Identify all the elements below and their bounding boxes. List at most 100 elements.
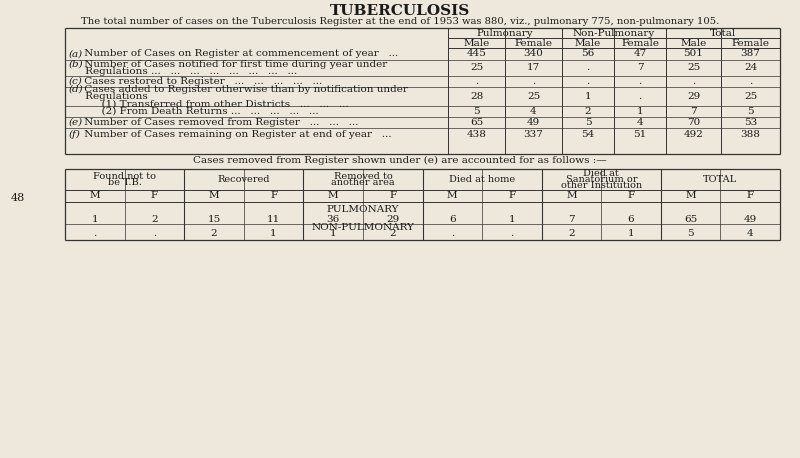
Text: F: F — [151, 191, 158, 201]
Text: 36: 36 — [326, 216, 340, 224]
Text: 54: 54 — [582, 130, 594, 139]
Text: .: . — [638, 92, 642, 101]
Text: 6: 6 — [449, 216, 456, 224]
Text: Pulmonary: Pulmonary — [477, 28, 534, 38]
Text: 49: 49 — [527, 118, 540, 127]
Text: Non-Pulmonary: Non-Pulmonary — [573, 28, 655, 38]
Text: 17: 17 — [527, 64, 540, 72]
Text: 25: 25 — [687, 64, 700, 72]
Text: Cases added to Register otherwise than by notification under: Cases added to Register otherwise than b… — [81, 84, 408, 93]
Text: .: . — [510, 229, 514, 239]
Text: 65: 65 — [684, 216, 698, 224]
Text: Number of Cases on Register at commencement of year   ...: Number of Cases on Register at commencem… — [81, 49, 398, 59]
Text: 1: 1 — [509, 216, 515, 224]
Text: Regulations: Regulations — [69, 92, 148, 101]
Text: Number of Cases remaining on Register at end of year   ...: Number of Cases remaining on Register at… — [81, 130, 391, 139]
Text: 388: 388 — [741, 130, 761, 139]
Text: 5: 5 — [687, 229, 694, 239]
Text: 28: 28 — [470, 92, 483, 101]
Text: 4: 4 — [530, 107, 537, 116]
Text: 25: 25 — [470, 64, 483, 72]
Text: .: . — [586, 77, 590, 86]
Text: Found not to: Found not to — [93, 172, 156, 181]
Text: PULMONARY: PULMONARY — [326, 206, 399, 214]
Text: TUBERCULOSIS: TUBERCULOSIS — [330, 4, 470, 18]
Text: Female: Female — [514, 38, 553, 48]
Text: .: . — [749, 77, 752, 86]
Text: M: M — [209, 191, 219, 201]
Text: The total number of cases on the Tuberculosis Register at the end of 1953 was 88: The total number of cases on the Tubercu… — [81, 16, 719, 26]
Text: 7: 7 — [690, 107, 697, 116]
Text: 65: 65 — [470, 118, 483, 127]
Text: Died at: Died at — [583, 169, 619, 178]
Text: 337: 337 — [523, 130, 543, 139]
Text: other Institution: other Institution — [561, 181, 642, 191]
Text: (c): (c) — [69, 77, 82, 86]
Text: F: F — [270, 191, 277, 201]
Text: .: . — [153, 229, 156, 239]
Text: 29: 29 — [687, 92, 700, 101]
Text: .: . — [638, 77, 642, 86]
Text: 438: 438 — [466, 130, 486, 139]
Text: 1: 1 — [628, 229, 634, 239]
Text: 2: 2 — [210, 229, 218, 239]
Text: 2: 2 — [568, 229, 574, 239]
Text: 70: 70 — [687, 118, 700, 127]
Text: 11: 11 — [267, 216, 280, 224]
Text: Number of Cases removed from Register   ...   ...   ...: Number of Cases removed from Register ..… — [81, 118, 358, 127]
Text: 56: 56 — [582, 49, 594, 59]
Text: Sanatorium or: Sanatorium or — [566, 175, 637, 184]
Text: 1: 1 — [637, 107, 643, 116]
Text: 7: 7 — [637, 64, 643, 72]
Text: Cases restored to Register   ...   ...   ...   ...   ...: Cases restored to Register ... ... ... .… — [81, 77, 322, 86]
Text: 4: 4 — [637, 118, 643, 127]
Text: 5: 5 — [747, 107, 754, 116]
Text: 47: 47 — [634, 49, 646, 59]
Text: 4: 4 — [747, 229, 754, 239]
Text: (f): (f) — [69, 130, 81, 139]
Text: M: M — [566, 191, 577, 201]
Text: .: . — [532, 77, 535, 86]
Text: F: F — [746, 191, 754, 201]
Text: 48: 48 — [11, 193, 25, 203]
Text: 2: 2 — [585, 107, 591, 116]
Text: .: . — [586, 64, 590, 72]
Text: 51: 51 — [634, 130, 646, 139]
Text: 501: 501 — [683, 49, 703, 59]
Text: F: F — [627, 191, 634, 201]
Text: 25: 25 — [527, 92, 540, 101]
Text: Cases removed from Register shown under (e) are accounted for as follows :—: Cases removed from Register shown under … — [193, 155, 607, 164]
Text: 29: 29 — [386, 216, 399, 224]
Text: 387: 387 — [741, 49, 761, 59]
Text: M: M — [447, 191, 458, 201]
Text: 1: 1 — [270, 229, 277, 239]
Text: 2: 2 — [151, 216, 158, 224]
Text: Regulations ...   ...   ...   ...   ...   ...   ...   ...: Regulations ... ... ... ... ... ... ... … — [69, 67, 298, 76]
Text: Female: Female — [731, 38, 770, 48]
Text: Female: Female — [621, 38, 659, 48]
Text: (d): (d) — [69, 84, 84, 93]
Text: 5: 5 — [585, 118, 591, 127]
Text: .: . — [450, 229, 454, 239]
Text: 53: 53 — [744, 118, 757, 127]
Text: be T.B.: be T.B. — [108, 178, 142, 187]
Text: 1: 1 — [330, 229, 337, 239]
Text: (a): (a) — [69, 49, 83, 59]
Text: .: . — [93, 229, 97, 239]
Text: 1: 1 — [91, 216, 98, 224]
Text: Number of Cases notified for first time during year under: Number of Cases notified for first time … — [81, 60, 387, 69]
Text: (2) From Death Returns ...   ...   ...   ...   ...: (2) From Death Returns ... ... ... ... .… — [69, 107, 318, 116]
Text: M: M — [328, 191, 338, 201]
Text: 340: 340 — [523, 49, 543, 59]
Text: (b): (b) — [69, 60, 84, 69]
Text: Died at home: Died at home — [449, 175, 515, 184]
Text: 5: 5 — [473, 107, 480, 116]
Text: (1) Transferred from other Districts   ...   ...   ...: (1) Transferred from other Districts ...… — [69, 99, 349, 109]
Text: 445: 445 — [466, 49, 486, 59]
Text: M: M — [90, 191, 100, 201]
Text: F: F — [389, 191, 396, 201]
Text: M: M — [686, 191, 696, 201]
Text: TOTAL: TOTAL — [703, 175, 738, 184]
Text: Male: Male — [680, 38, 706, 48]
Text: another area: another area — [331, 178, 394, 187]
